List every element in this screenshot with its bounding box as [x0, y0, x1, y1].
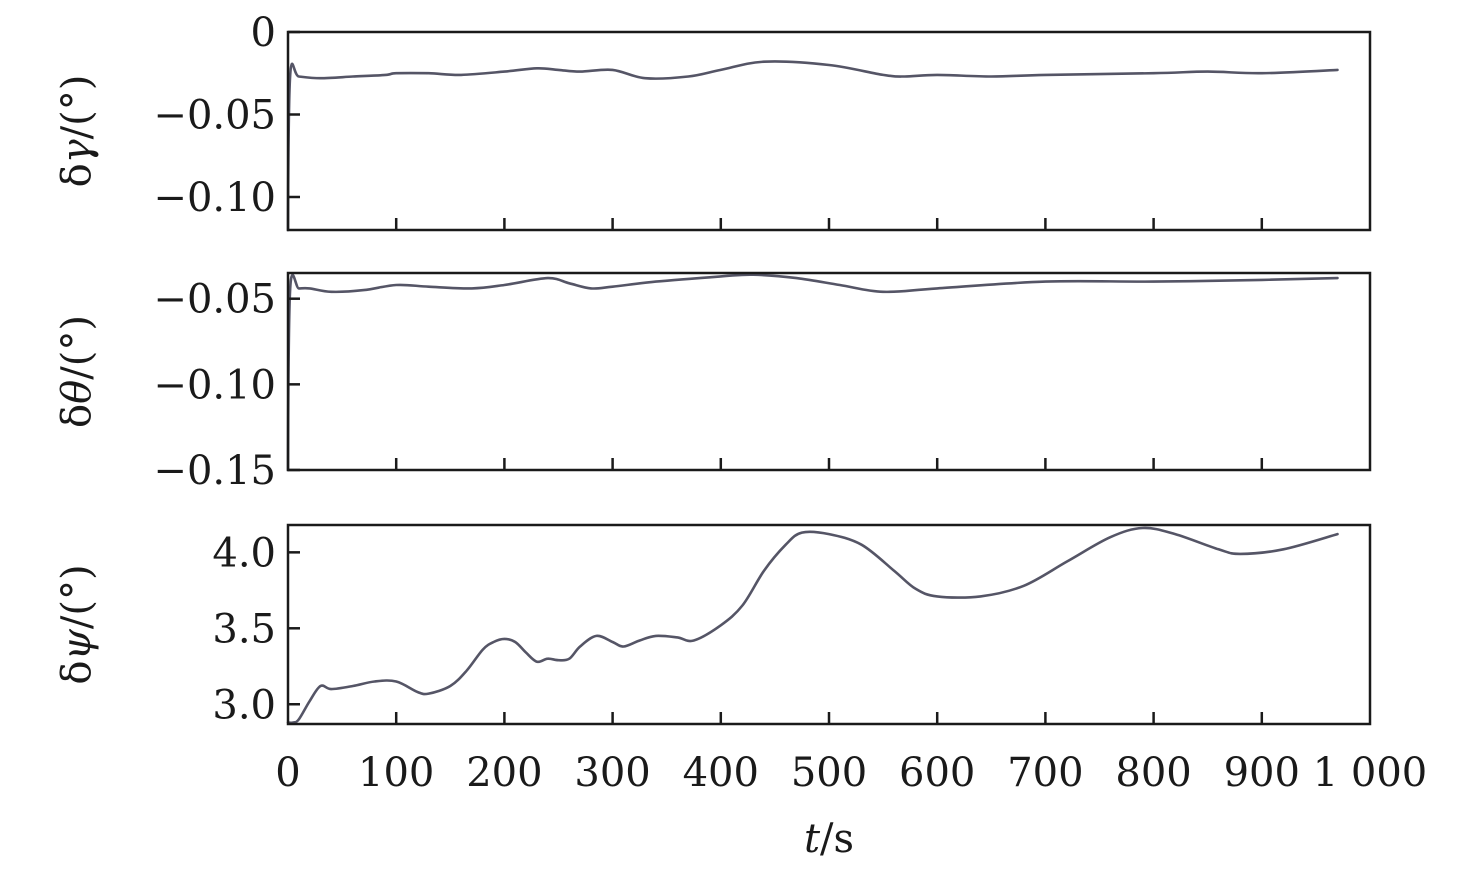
series-line-psi	[286, 526, 1339, 725]
y-tick-label-gamma-1: −0.05	[153, 93, 276, 139]
plot-frame-gamma	[286, 30, 1372, 232]
y-tick-label-psi-1: 3.5	[212, 606, 276, 652]
x-tick-label-4: 400	[683, 750, 759, 796]
plot-frame-theta	[286, 271, 1372, 472]
y-tick-label-theta-2: −0.15	[153, 448, 276, 494]
x-tick-label-5: 500	[791, 750, 867, 796]
y-tick-label-gamma-2: −0.10	[153, 175, 276, 221]
x-tick-label-10: 1 000	[1313, 750, 1428, 796]
x-axis-label: t/s	[804, 816, 854, 862]
series-line-theta	[286, 273, 1339, 472]
series-layer-theta	[286, 273, 1339, 472]
panel-theta: −0.05 −0.10 −0.15 δθ/(°)	[54, 271, 1372, 494]
x-tick-label-7: 700	[1007, 750, 1083, 796]
x-tick-label-1: 100	[358, 750, 434, 796]
y-axis-label-gamma: δγ/(°)	[54, 75, 100, 188]
ticks-layer-psi: 4.0 3.5 3.0 0 100 200 300 400 500 600 700 800 900 1 0…	[212, 530, 1427, 796]
x-tick-label-3: 300	[574, 750, 650, 796]
x-tick-label-2: 200	[466, 750, 542, 796]
y-axis-label-theta: δθ/(°)	[54, 315, 100, 428]
plot-frame-psi	[286, 523, 1372, 726]
panel-psi: 4.0 3.5 3.0 0 100 200 300 400 500 600 700 800 900 1 0…	[54, 523, 1427, 796]
x-tick-label-0: 0	[275, 750, 300, 796]
panel-gamma: 0 −0.05 −0.10 δγ/(°)	[54, 10, 1372, 232]
y-tick-label-theta-1: −0.10	[153, 362, 276, 408]
y-tick-label-theta-0: −0.05	[153, 277, 276, 323]
x-tick-label-8: 800	[1115, 750, 1191, 796]
x-tick-label-6: 600	[899, 750, 975, 796]
ticks-layer-gamma: 0 −0.05 −0.10	[153, 10, 1264, 230]
y-axis-label-psi: δψ/(°)	[54, 564, 100, 684]
series-line-gamma	[286, 60, 1339, 232]
ticks-layer-theta: −0.05 −0.10 −0.15	[153, 277, 1264, 494]
x-tick-label-9: 900	[1224, 750, 1300, 796]
y-tick-label-gamma-0: 0	[251, 10, 276, 56]
y-tick-label-psi-0: 4.0	[212, 530, 276, 576]
series-layer-psi	[286, 526, 1339, 725]
y-tick-label-psi-2: 3.0	[212, 682, 276, 728]
series-layer-gamma	[286, 60, 1339, 232]
